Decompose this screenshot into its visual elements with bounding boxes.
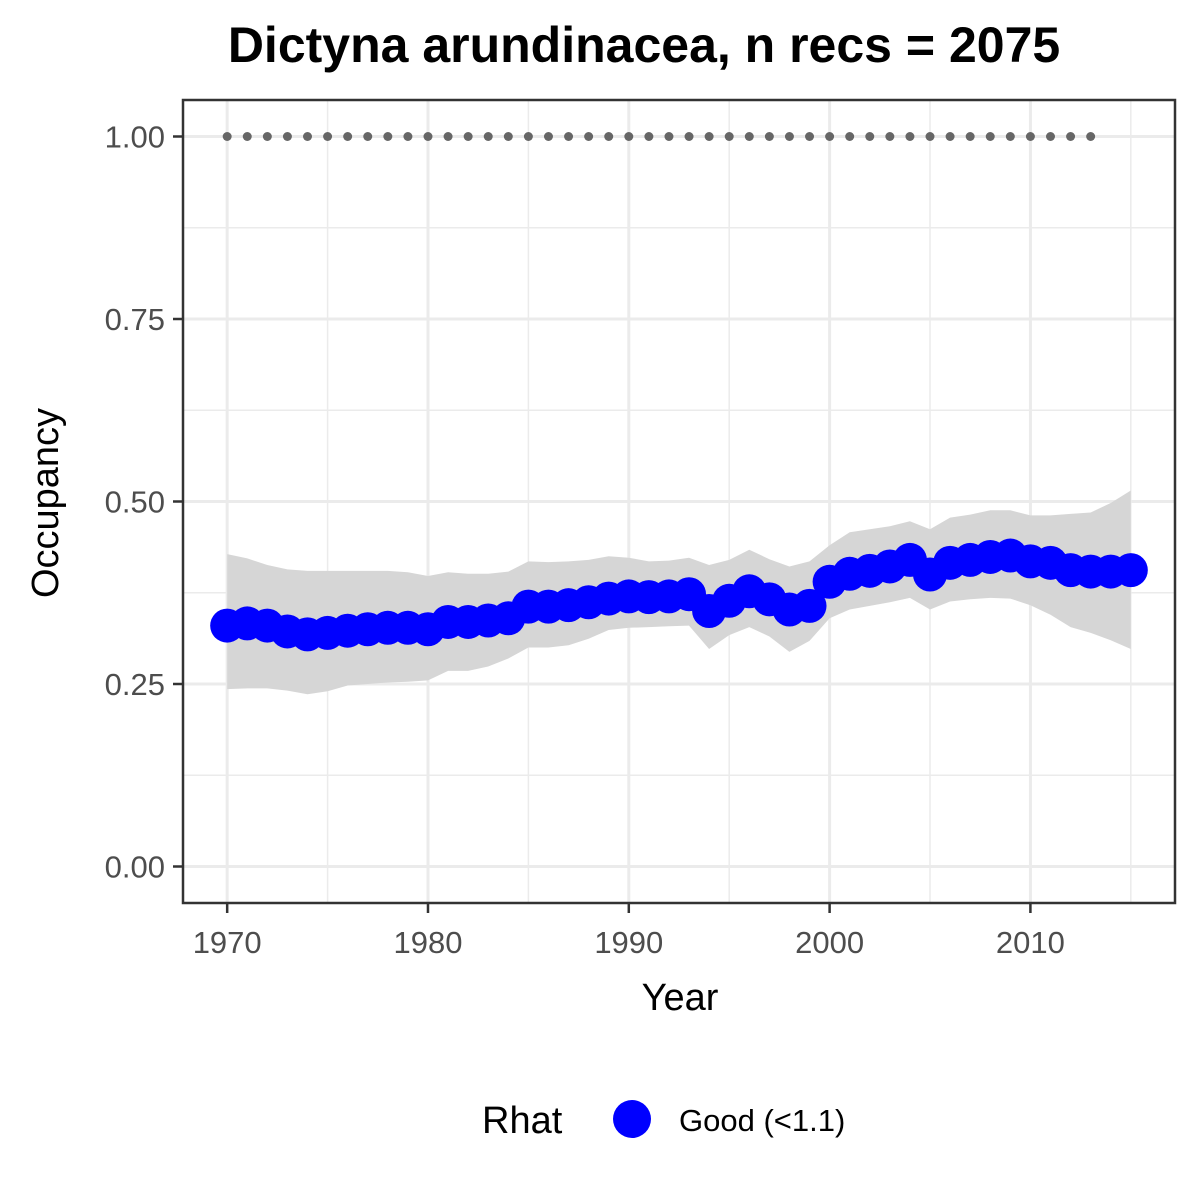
reference-point	[704, 132, 714, 141]
y-axis-title: Occupancy	[25, 408, 67, 598]
y-tick-label: 0.50	[105, 485, 165, 520]
legend: Rhat Good (<1.1)	[482, 1100, 845, 1142]
reference-point	[1045, 132, 1055, 141]
y-tick-label: 0.00	[105, 850, 165, 885]
reference-point	[543, 132, 553, 141]
reference-point	[1086, 132, 1096, 141]
reference-point	[784, 132, 794, 141]
reference-point	[483, 132, 493, 141]
reference-point	[885, 132, 895, 141]
legend-key-good	[613, 1100, 651, 1138]
occupancy-point	[1113, 553, 1148, 588]
legend-title: Rhat	[482, 1100, 563, 1142]
reference-point	[584, 132, 594, 141]
occupancy-series-layer	[210, 538, 1148, 652]
reference-point	[825, 132, 835, 141]
reference-point	[242, 132, 252, 141]
y-tick-label: 0.75	[105, 302, 165, 337]
reference-point	[684, 132, 694, 141]
reference-point	[383, 132, 393, 141]
y-tick-label: 0.25	[105, 667, 165, 702]
reference-point	[222, 132, 232, 141]
y-tick-label: 1.00	[105, 120, 165, 155]
reference-point	[403, 132, 413, 141]
reference-point	[463, 132, 473, 141]
y-axis: 0.00 0.25 0.50 0.75 1.00	[105, 120, 183, 885]
plot-panel	[183, 100, 1175, 903]
reference-point	[945, 132, 955, 141]
reference-point	[664, 132, 674, 141]
reference-point	[262, 132, 272, 141]
reference-point	[503, 132, 513, 141]
reference-point	[423, 132, 433, 141]
reference-point	[343, 132, 353, 141]
reference-point	[764, 132, 774, 141]
x-axis: 1970 1980 1990 2000 2010	[193, 903, 1065, 960]
reference-point	[363, 132, 373, 141]
x-axis-title: Year	[642, 977, 719, 1019]
reference-point	[905, 132, 915, 141]
reference-point	[1005, 132, 1015, 141]
reference-point	[925, 132, 935, 141]
x-tick-label: 2000	[795, 925, 864, 960]
chart-title: Dictyna arundinacea, n recs = 2075	[228, 17, 1060, 73]
x-tick-label: 1990	[594, 925, 663, 960]
reference-point	[805, 132, 815, 141]
reference-point	[965, 132, 975, 141]
reference-point	[604, 132, 614, 141]
reference-point	[1066, 132, 1076, 141]
x-tick-label: 1980	[394, 925, 463, 960]
reference-point	[523, 132, 533, 141]
reference-point	[1025, 132, 1035, 141]
reference-point	[323, 132, 333, 141]
reference-point	[744, 132, 754, 141]
reference-point	[303, 132, 313, 141]
reference-point	[644, 132, 654, 141]
occupancy-point	[792, 588, 827, 623]
reference-points-layer	[222, 132, 1096, 141]
reference-point	[865, 132, 875, 141]
reference-point	[724, 132, 734, 141]
reference-point	[282, 132, 292, 141]
x-tick-label: 1970	[193, 925, 262, 960]
reference-point	[985, 132, 995, 141]
reference-point	[624, 132, 634, 141]
reference-point	[845, 132, 855, 141]
reference-point	[564, 132, 574, 141]
legend-label-good: Good (<1.1)	[679, 1103, 845, 1138]
reference-point	[443, 132, 453, 141]
x-tick-label: 2010	[996, 925, 1065, 960]
